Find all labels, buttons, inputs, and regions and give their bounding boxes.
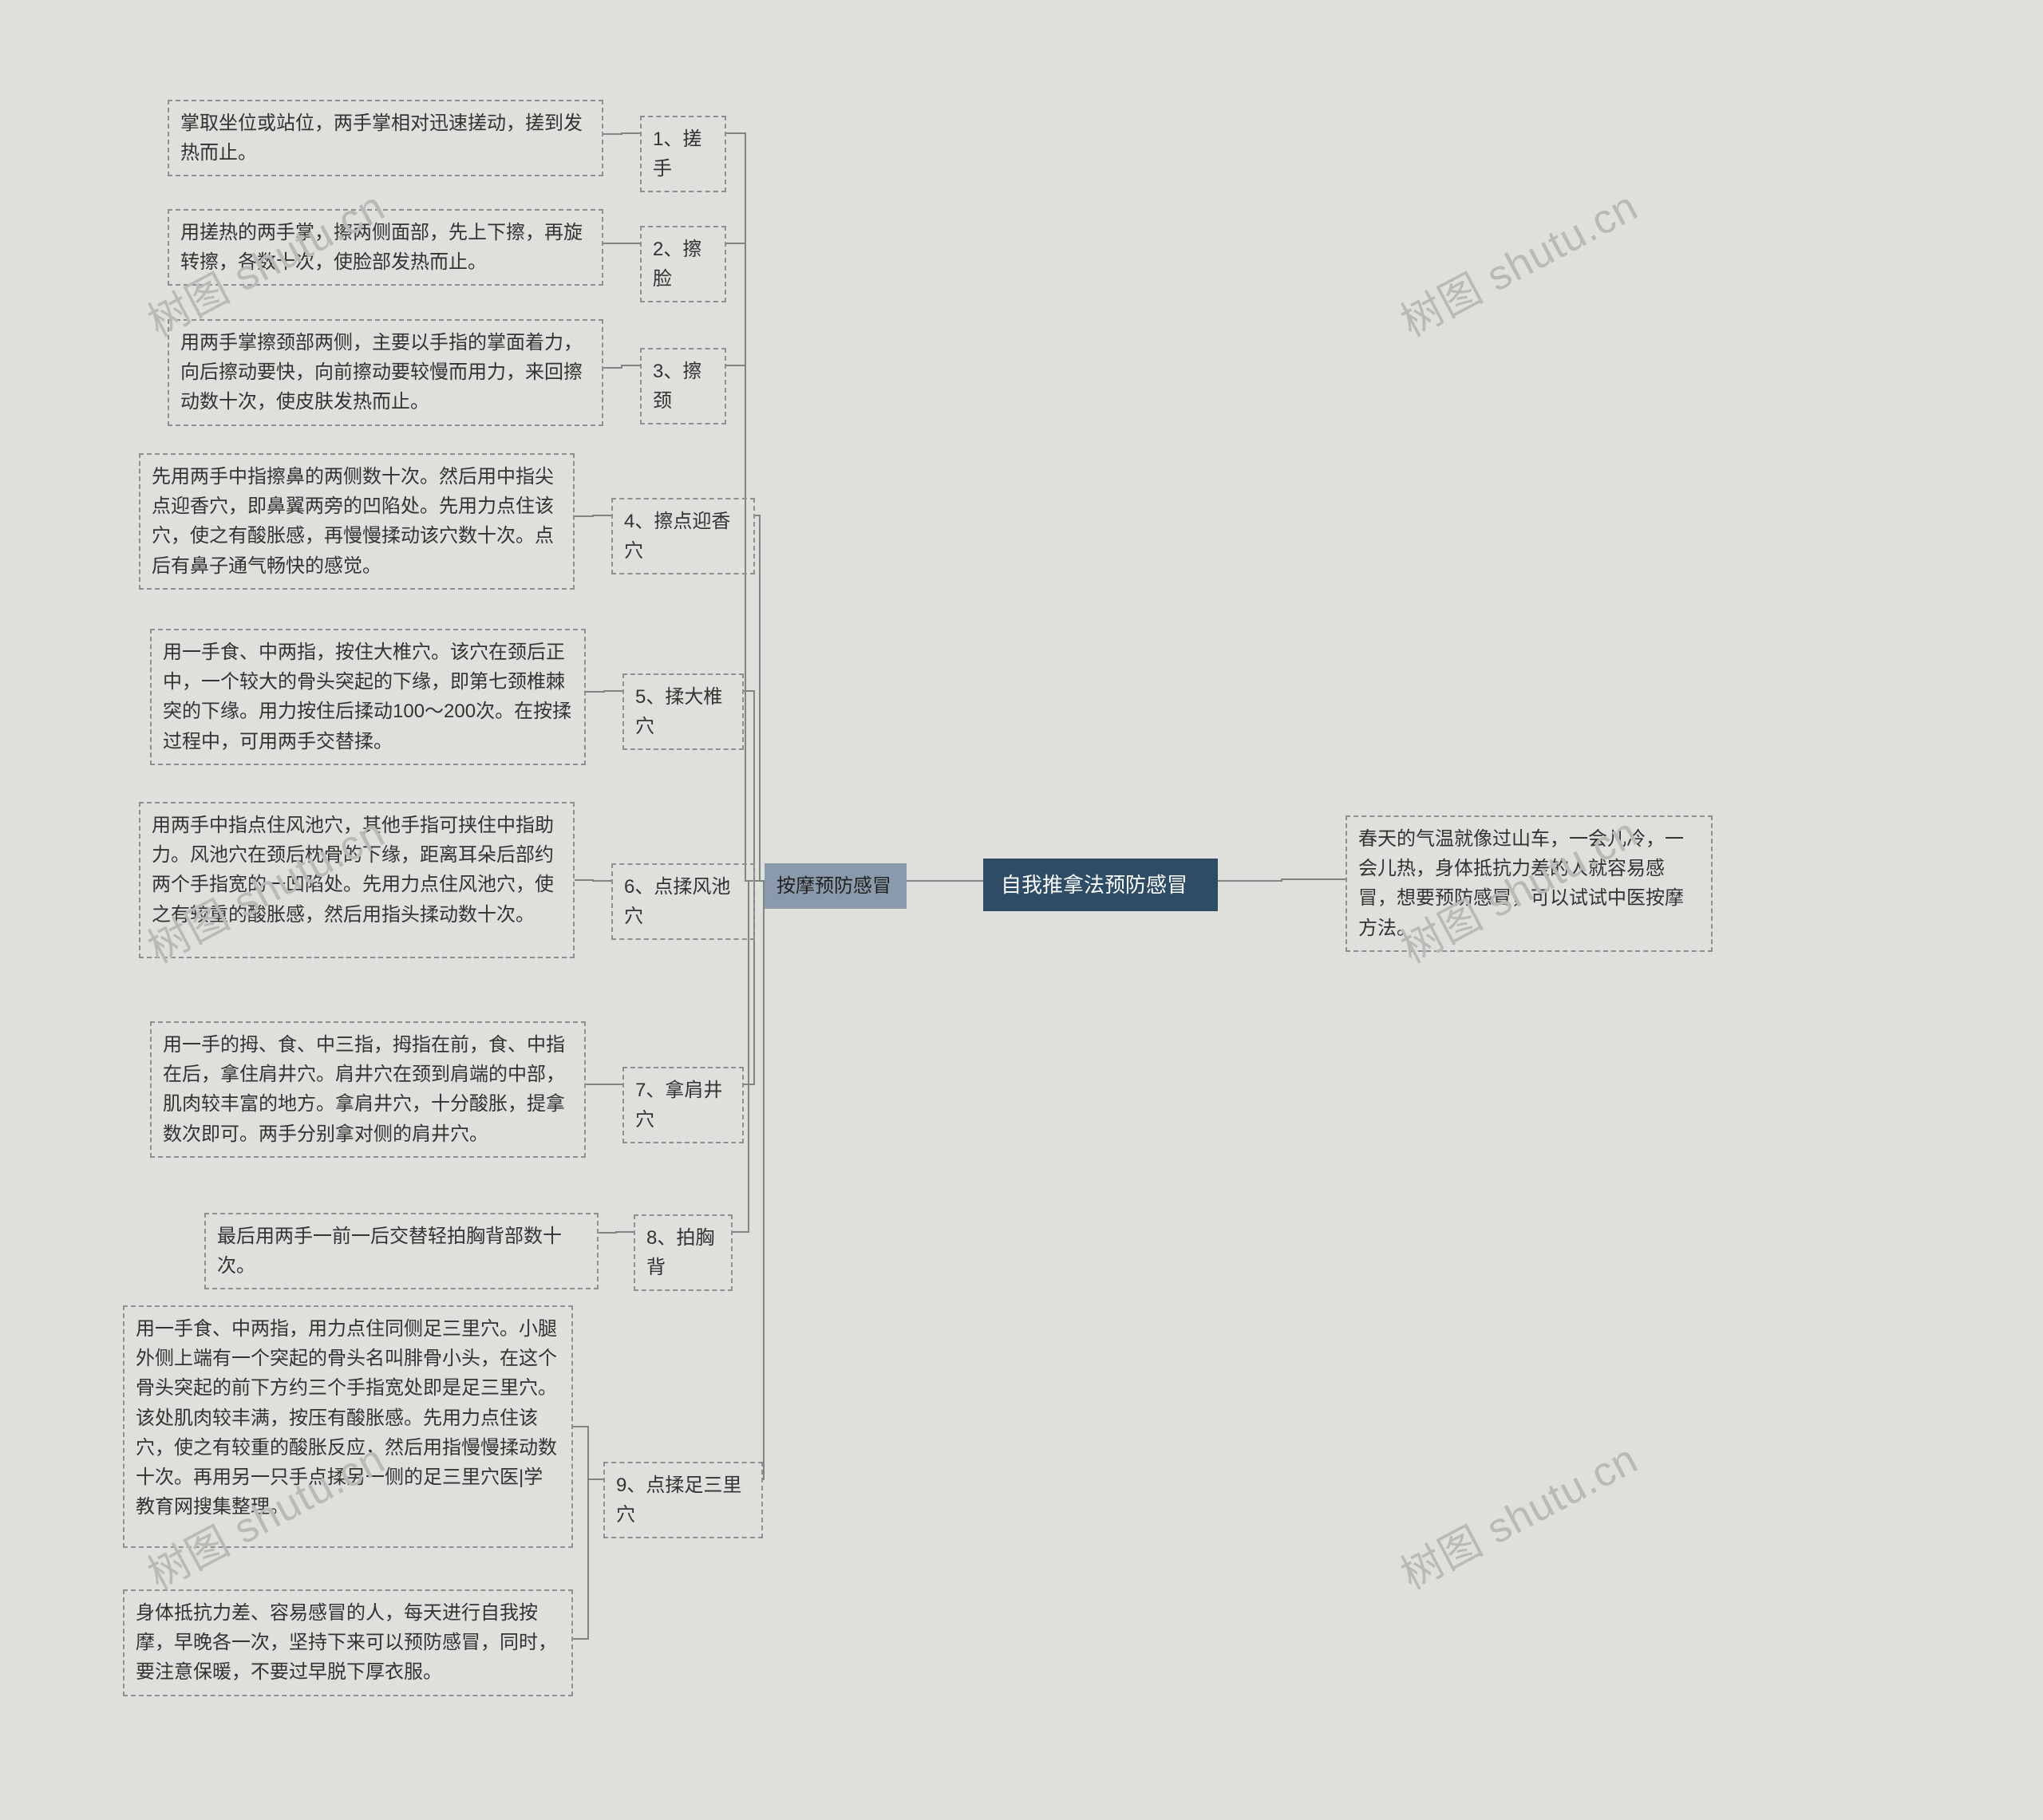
watermark: 树图 shutu.cn — [1389, 1426, 1646, 1601]
step-5-label: 5、揉大椎穴 — [622, 673, 744, 750]
step-9-desc: 用一手食、中两指，用力点住同侧足三里穴。小腿外侧上端有一个突起的骨头名叫腓骨小头… — [123, 1305, 573, 1548]
step-2-label: 2、擦脸 — [640, 226, 726, 302]
step-4-desc: 先用两手中指擦鼻的两侧数十次。然后用中指尖点迎香穴，即鼻翼两旁的凹陷处。先用力点… — [139, 453, 575, 590]
step-3-desc: 用两手掌擦颈部两侧，主要以手指的掌面着力，向后擦动要快，向前擦动要较慢而用力，来… — [168, 319, 603, 426]
step-6-label: 6、点揉风池穴 — [611, 863, 755, 940]
step-3-label: 3、擦颈 — [640, 348, 726, 424]
step-6-desc: 用两手中指点住风池穴，其他手指可挟住中指助力。风池穴在颈后枕骨的下缘，距离耳朵后… — [139, 802, 575, 958]
mindmap-canvas: 自我推拿法预防感冒 春天的气温就像过山车，一会儿冷，一会儿热，身体抵抗力差的人就… — [0, 0, 2043, 1820]
step-1-label: 1、搓手 — [640, 116, 726, 192]
step-7-desc: 用一手的拇、食、中三指，拇指在前，食、中指在后，拿住肩井穴。肩井穴在颈到肩端的中… — [150, 1021, 586, 1158]
step-8-label: 8、拍胸背 — [634, 1214, 733, 1291]
step-8-desc: 最后用两手一前一后交替轻拍胸背部数十次。 — [204, 1213, 599, 1289]
branch-massage-prevention: 按摩预防感冒 — [765, 863, 907, 909]
step-9-label: 9、点揉足三里穴 — [603, 1462, 763, 1538]
root-node: 自我推拿法预防感冒 — [983, 859, 1218, 911]
step-7-label: 7、拿肩井穴 — [622, 1067, 744, 1143]
step-4-label: 4、擦点迎香穴 — [611, 498, 755, 574]
step-2-desc: 用搓热的两手掌，擦两侧面部，先上下擦，再旋转擦，各数十次，使脸部发热而止。 — [168, 209, 603, 286]
step-5-desc: 用一手食、中两指，按住大椎穴。该穴在颈后正中，一个较大的骨头突起的下缘，即第七颈… — [150, 629, 586, 765]
intro-note: 春天的气温就像过山车，一会儿冷，一会儿热，身体抵抗力差的人就容易感冒，想要预防感… — [1346, 815, 1713, 952]
step-1-desc: 掌取坐位或站位，两手掌相对迅速搓动，搓到发热而止。 — [168, 100, 603, 176]
watermark: 树图 shutu.cn — [1389, 173, 1646, 348]
footer-note: 身体抵抗力差、容易感冒的人，每天进行自我按摩，早晚各一次，坚持下来可以预防感冒，… — [123, 1589, 573, 1696]
